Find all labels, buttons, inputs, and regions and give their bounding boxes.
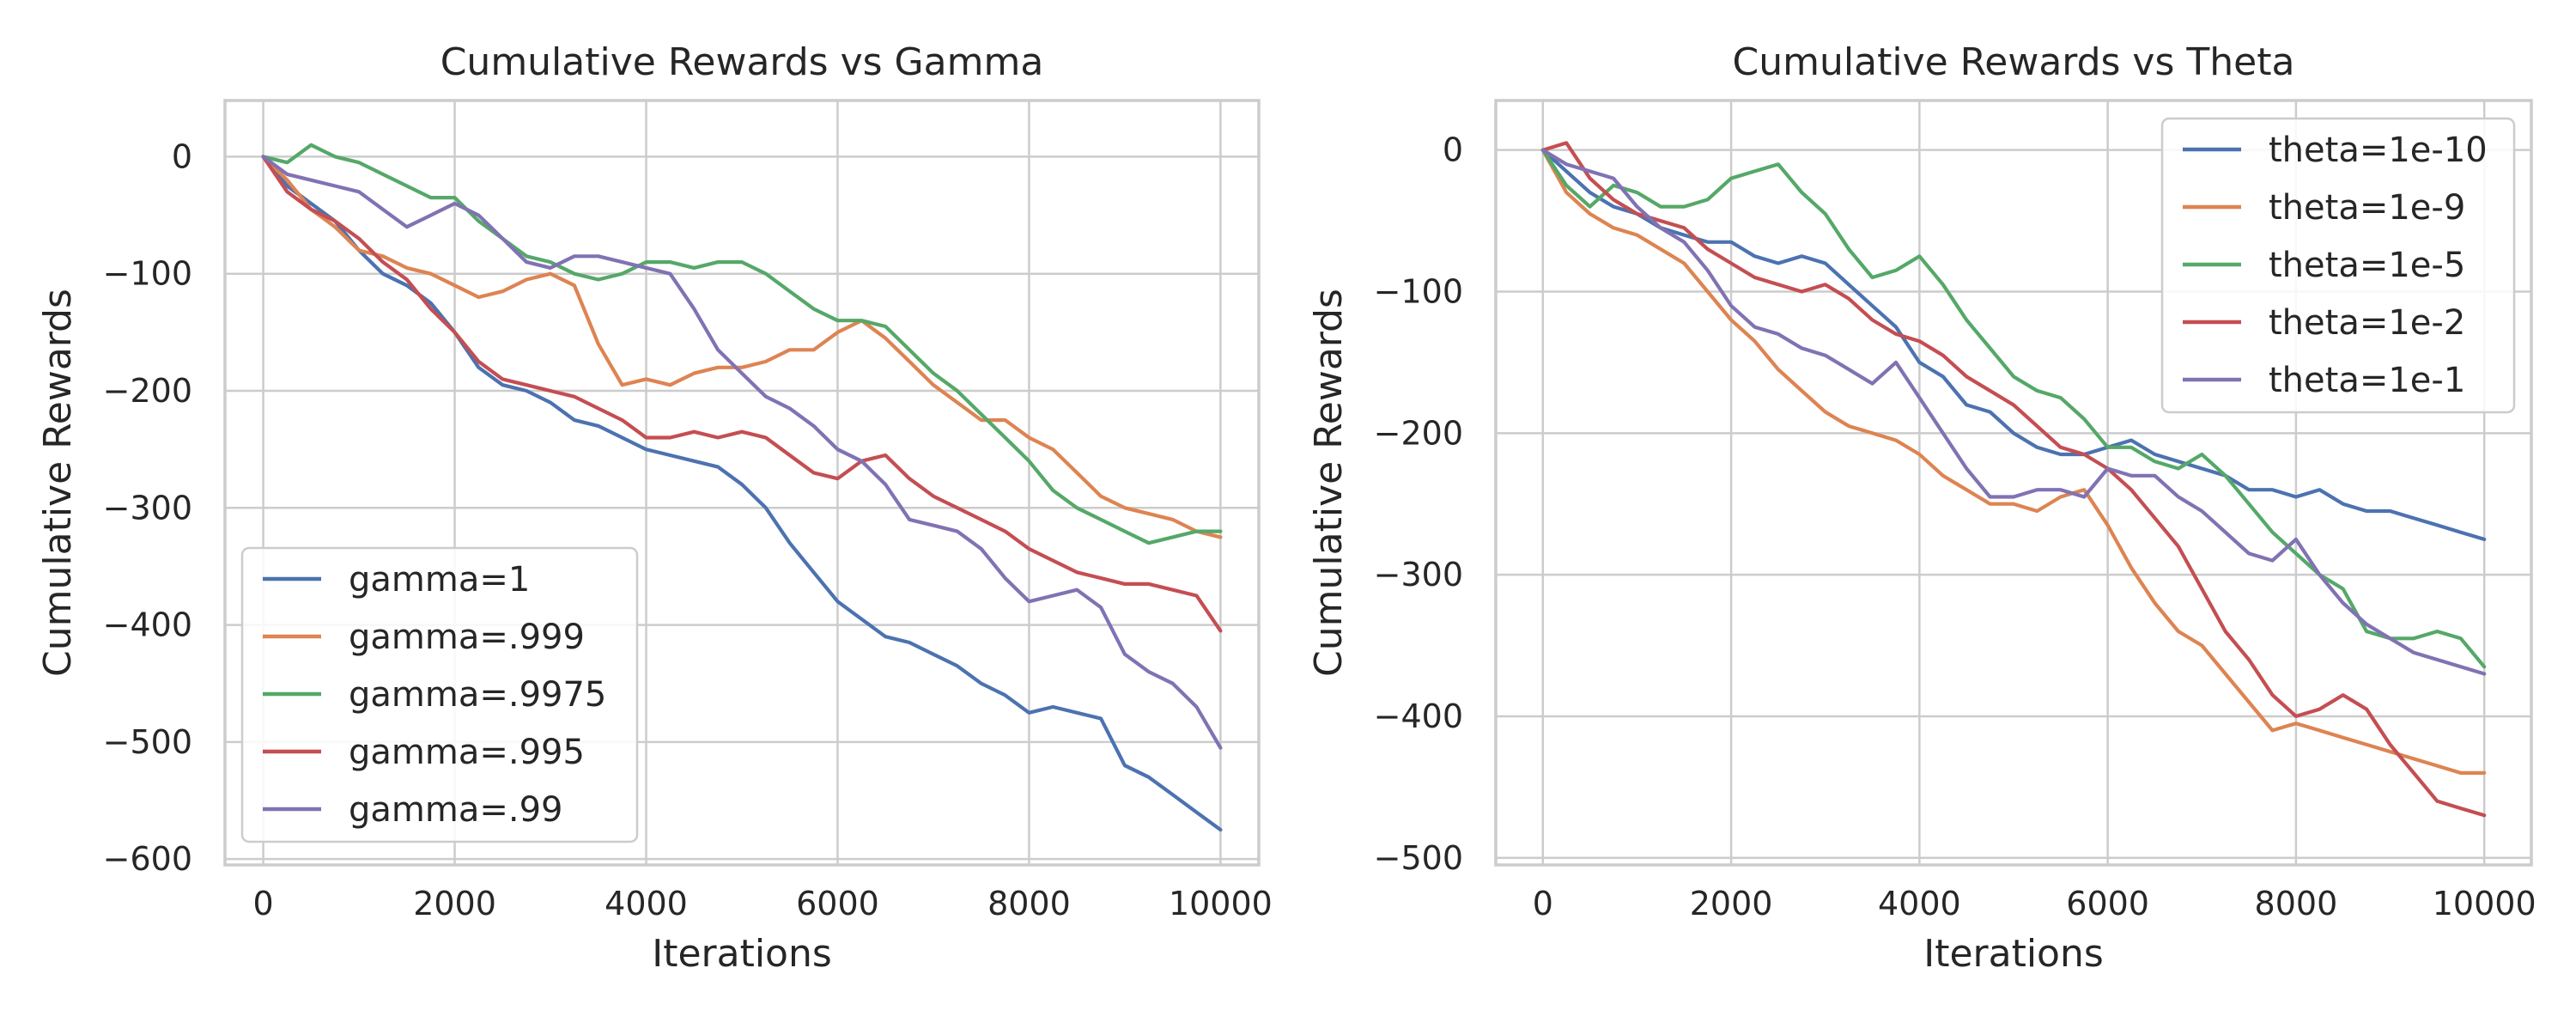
legend-label: theta=1e-2 [2269, 303, 2465, 343]
legend-label: gamma=.995 [349, 733, 585, 772]
legend-label: theta=1e-9 [2269, 188, 2465, 228]
series-line-4 [261, 155, 1223, 633]
chart-2: 0 2000 4000 6000 8000 10000 0 −100 −200 −300 −400 −… [1307, 40, 2537, 976]
series-group [1540, 141, 2487, 818]
y-tick-label: −600 [103, 840, 192, 878]
legend-label: theta=1e-1 [2269, 361, 2465, 400]
y-tick-label: −200 [1374, 414, 1463, 452]
plot-frame [1494, 99, 2533, 867]
series-line-3 [1540, 148, 2487, 669]
legend-label: theta=1e-5 [2269, 246, 2465, 285]
series-line-5 [261, 155, 1223, 750]
y-tick-label: 0 [1443, 131, 1463, 169]
legend-label: gamma=.9975 [349, 675, 606, 715]
y-tick-label: −300 [1374, 556, 1463, 594]
series-line-3 [261, 143, 1223, 545]
x-tick-label: 10000 [2433, 885, 2537, 922]
x-tick-label: 4000 [1878, 885, 1961, 922]
x-tick-label: 8000 [2255, 885, 2338, 922]
x-tick-label: 2000 [1690, 885, 1773, 922]
x-tick-label: 6000 [2066, 885, 2149, 922]
x-tick-label: 10000 [1169, 885, 1273, 922]
legend-label: gamma=.999 [349, 618, 585, 657]
chart-title: Cumulative Rewards vs Theta [1733, 40, 2295, 84]
y-tick-label: −300 [103, 489, 192, 527]
series-group [261, 143, 1223, 832]
y-tick-label: −400 [103, 606, 192, 644]
y-tick-label: −500 [1374, 839, 1463, 877]
y-tick-label: −100 [103, 255, 192, 293]
x-tick-label: 4000 [605, 885, 688, 922]
y-tick-label: −100 [1374, 273, 1463, 311]
series-line-2 [261, 155, 1223, 539]
legend-label: theta=1e-10 [2269, 131, 2488, 170]
y-tick-label: −500 [103, 723, 192, 761]
x-tick-label: 0 [1533, 885, 1553, 922]
grid [1496, 100, 2531, 865]
legend-box [240, 546, 639, 843]
legend-label: gamma=.99 [349, 790, 562, 830]
legend-label: gamma=1 [349, 560, 530, 600]
legend: gamma=1 gamma=.999 gamma=.9975 gamma=.995 ga… [240, 546, 639, 843]
x-axis-label: Iterations [652, 932, 832, 976]
y-tick-label: −400 [1374, 697, 1463, 735]
x-axis-label: Iterations [1923, 932, 2104, 976]
chart-1: 0 2000 4000 6000 8000 10000 0 −100 −200 −300 −400 −… [36, 40, 1273, 976]
x-tick-label: 2000 [413, 885, 496, 922]
chart-title: Cumulative Rewards vs Gamma [440, 40, 1044, 84]
y-axis-label: Cumulative Rewards [36, 289, 80, 677]
x-tick-label: 6000 [796, 885, 879, 922]
legend: theta=1e-10 theta=1e-9 theta=1e-5 theta=1e-… [2160, 117, 2516, 414]
series-line-2 [1540, 148, 2487, 776]
series-line-4 [1540, 141, 2487, 818]
y-axis-label: Cumulative Rewards [1307, 289, 1351, 677]
legend-box [2160, 117, 2516, 414]
y-tick-label: 0 [172, 137, 192, 175]
x-tick-label: 8000 [987, 885, 1071, 922]
plot-frame [223, 99, 1261, 867]
y-tick-label: −200 [103, 372, 192, 410]
x-tick-label: 0 [252, 885, 273, 922]
series-line-5 [1540, 148, 2487, 676]
